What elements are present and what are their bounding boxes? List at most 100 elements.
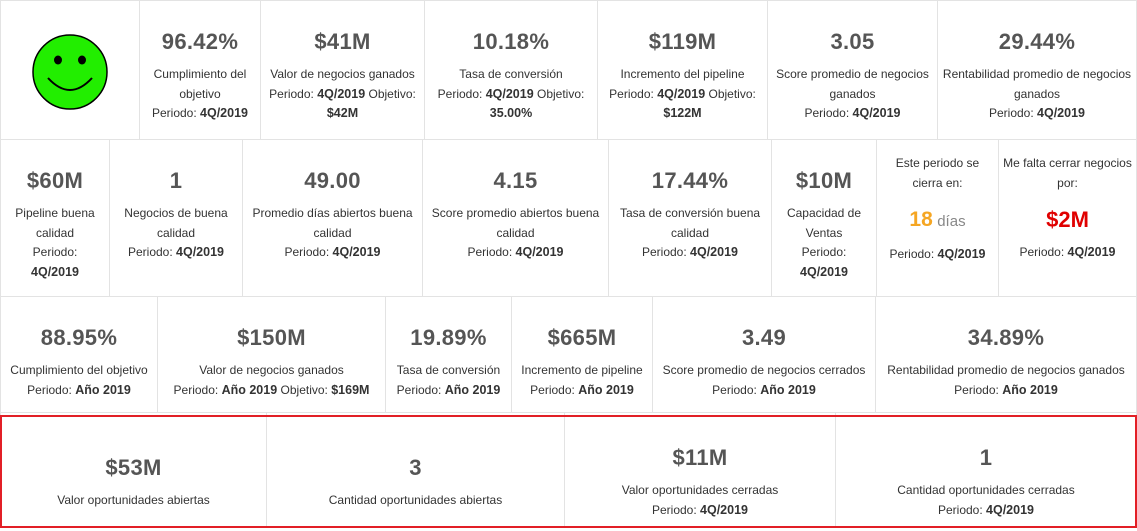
- kpi-value: 17.44%: [651, 168, 729, 193]
- kpi-period: Periodo: 4Q/2019 Objetivo:: [437, 86, 585, 101]
- kpi-label: Incremento del pipeline: [620, 67, 745, 81]
- kpi-target: $42M: [326, 106, 359, 120]
- kpi-value: 10.18%: [472, 29, 550, 54]
- kpi-label: Capacidad de Ventas: [786, 206, 862, 240]
- kpi-card-cierre-periodo: Este periodo se cierra en: 18 días Perio…: [877, 140, 999, 297]
- kpi-card-negocios-calidad: 1 Negocios de buena calidad Periodo: 4Q/…: [110, 140, 243, 297]
- missing-value: $2M: [1046, 207, 1089, 232]
- kpi-value: 29.44%: [998, 29, 1076, 54]
- kpi-label: Score promedio de negocios ganados: [776, 67, 929, 101]
- kpi-row-quality: $60M Pipeline buena calidad Periodo: 4Q/…: [0, 140, 1137, 297]
- kpi-value: 34.89%: [967, 325, 1045, 350]
- kpi-card-score-cerrados-anual: 3.49 Score promedio de negocios cerrados…: [653, 297, 876, 413]
- kpi-label: Rentabilidad promedio de negocios ganado…: [942, 67, 1132, 101]
- kpi-card-tasa-calidad: 17.44% Tasa de conversión buena calidad …: [609, 140, 772, 297]
- kpi-card-cumplimiento-anual: 88.95% Cumplimiento del objetivo Periodo…: [0, 297, 158, 413]
- highlight-box: [0, 415, 1137, 528]
- kpi-label: Pipeline buena calidad: [15, 206, 95, 240]
- kpi-value: 4.15: [493, 168, 538, 193]
- kpi-card-tasa-conversion-q: 10.18% Tasa de conversión Periodo: 4Q/20…: [425, 0, 598, 140]
- kpi-value: $41M: [314, 29, 371, 54]
- missing-label: Me falta cerrar negocios por:: [1003, 156, 1132, 190]
- kpi-card-dias-abiertos: 49.00 Promedio días abiertos buena calid…: [243, 140, 423, 297]
- kpi-value: $150M: [237, 325, 306, 350]
- kpi-period-prefix: Periodo:: [801, 245, 847, 259]
- kpi-label: Negocios de buena calidad: [124, 206, 228, 240]
- kpi-period-prefix: Periodo:: [32, 245, 78, 259]
- kpi-row-year: 88.95% Cumplimiento del objetivo Periodo…: [0, 297, 1137, 413]
- kpi-card-cumplimiento-q: 96.42% Cumplimiento del objetivo Periodo…: [140, 0, 261, 140]
- kpi-card-valor-ganados-anual: $150M Valor de negocios ganados Periodo:…: [158, 297, 386, 413]
- kpi-value: 96.42%: [161, 29, 239, 54]
- kpi-period: Periodo: 4Q/2019 Objetivo:: [269, 86, 416, 101]
- kpi-value: $53M: [105, 455, 162, 480]
- kpi-value: $10M: [795, 168, 853, 193]
- kpi-period: Periodo: Año 2019: [396, 382, 501, 397]
- kpi-period: 4Q/2019: [800, 264, 848, 279]
- kpi-value: $665M: [547, 325, 617, 350]
- kpi-card-rentabilidad-anual: 34.89% Rentabilidad promedio de negocios…: [876, 297, 1137, 413]
- kpi-value: 3: [409, 455, 422, 480]
- kpi-label: Promedio días abiertos buena calidad: [252, 206, 413, 240]
- kpi-period: Periodo: Año 2019: [954, 382, 1058, 397]
- kpi-card-incremento-pipeline-q: $119M Incremento del pipeline Periodo: 4…: [598, 0, 768, 140]
- kpi-period: Periodo: 4Q/2019: [284, 245, 381, 259]
- kpi-card-score-abiertos: 4.15 Score promedio abiertos buena calid…: [423, 140, 609, 297]
- kpi-label: Valor de negocios ganados: [199, 363, 344, 377]
- kpi-period: Periodo: 4Q/2019 Objetivo:: [609, 86, 756, 101]
- kpi-target: 35.00%: [489, 106, 533, 120]
- kpi-label: Valor oportunidades abiertas: [57, 493, 210, 507]
- kpi-period: Periodo: 4Q/2019: [467, 245, 564, 259]
- kpi-period: 4Q/2019: [31, 264, 79, 279]
- kpi-period: Periodo: 4Q/2019: [804, 106, 901, 120]
- smiley-face-icon: [32, 34, 108, 110]
- kpi-card-tasa-conversion-anual: 19.89% Tasa de conversión Periodo: Año 2…: [386, 297, 512, 413]
- kpi-value: 88.95%: [40, 325, 118, 350]
- kpi-label: Score promedio de negocios cerrados: [662, 363, 866, 377]
- kpi-card-valor-ganados-q: $41M Valor de negocios ganados Periodo: …: [261, 0, 425, 140]
- kpi-label: Cumplimiento del objetivo: [153, 67, 247, 101]
- kpi-card-rentabilidad-q: 29.44% Rentabilidad promedio de negocios…: [938, 0, 1137, 140]
- kpi-period: Periodo: 4Q/2019: [1019, 245, 1116, 259]
- kpi-card-score-ganados-q: 3.05 Score promedio de negocios ganados …: [768, 0, 938, 140]
- kpi-label: Cumplimiento del objetivo: [10, 363, 148, 377]
- kpi-period: Periodo: Año 2019 Objetivo: $169M: [173, 382, 370, 397]
- kpi-value: 19.89%: [410, 325, 487, 350]
- kpi-card-incremento-pipeline-anual: $665M Incremento de pipeline Periodo: Añ…: [512, 297, 653, 413]
- kpi-card-pipeline-calidad: $60M Pipeline buena calidad Periodo: 4Q/…: [0, 140, 110, 297]
- kpi-label: Tasa de conversión: [396, 363, 501, 377]
- kpi-period: Periodo: 4Q/2019: [988, 106, 1085, 120]
- kpi-label: Tasa de conversión: [459, 67, 563, 81]
- kpi-value: $119M: [648, 29, 717, 54]
- kpi-value: 3.49: [741, 325, 787, 350]
- kpi-label: Valor oportunidades cerradas: [621, 483, 779, 497]
- kpi-period: Periodo: 4Q/2019: [127, 245, 224, 259]
- kpi-period: Periodo: 4Q/2019: [651, 502, 748, 517]
- kpi-label: Incremento de pipeline: [521, 363, 643, 377]
- closing-days: 18 días: [909, 208, 966, 231]
- status-smiley-cell: [0, 0, 140, 140]
- kpi-period: Periodo: 4Q/2019: [151, 106, 248, 120]
- kpi-period: Periodo: Año 2019: [712, 382, 816, 397]
- kpi-value: 3.05: [830, 29, 875, 54]
- kpi-label: Rentabilidad promedio de negocios ganado…: [887, 363, 1125, 377]
- kpi-value: $60M: [26, 168, 84, 193]
- kpi-target: $122M: [663, 106, 702, 120]
- kpi-period: Periodo: 4Q/2019: [889, 247, 986, 261]
- kpi-value: 49.00: [304, 168, 361, 193]
- kpi-card-falta-cerrar: Me falta cerrar negocios por: $2M Period…: [999, 140, 1137, 297]
- kpi-label: Cantidad oportunidades cerradas: [897, 483, 1075, 497]
- kpi-period: Periodo: 4Q/2019: [641, 245, 738, 259]
- kpi-label: Valor de negocios ganados: [270, 67, 415, 81]
- kpi-row-quarter: 96.42% Cumplimiento del objetivo Periodo…: [0, 0, 1137, 140]
- kpi-value: 1: [979, 445, 993, 470]
- kpi-period: Periodo: Año 2019: [530, 382, 634, 397]
- kpi-label: Cantidad oportunidades abiertas: [328, 493, 503, 507]
- kpi-value: $11M: [672, 445, 728, 470]
- kpi-label: Tasa de conversión buena calidad: [619, 206, 761, 240]
- kpi-card-capacidad: $10M Capacidad de Ventas Periodo: 4Q/201…: [772, 140, 877, 297]
- kpi-value: 1: [169, 168, 183, 193]
- kpi-period: Periodo: 4Q/2019: [937, 502, 1034, 517]
- closing-label: Este periodo se cierra en:: [895, 156, 980, 190]
- kpi-label: Score promedio abiertos buena calidad: [431, 206, 600, 240]
